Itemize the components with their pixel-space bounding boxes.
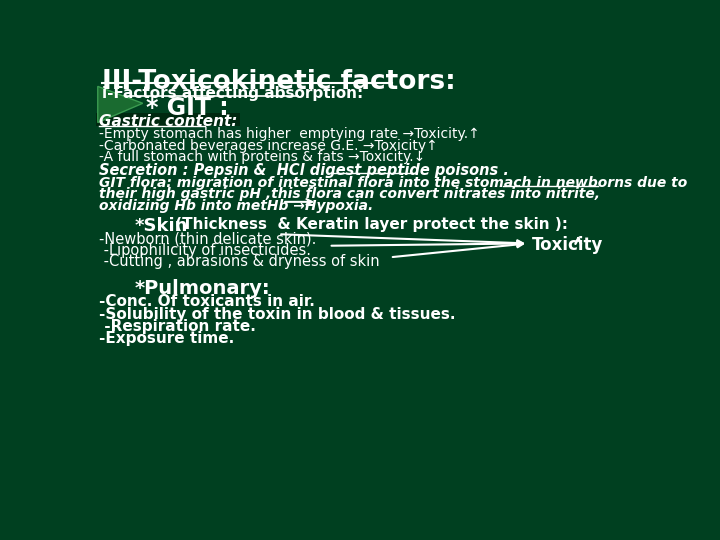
Text: -Exposure time.: -Exposure time.	[99, 331, 235, 346]
Text: (Thickness  & Keratin layer protect the skin ):: (Thickness & Keratin layer protect the s…	[170, 217, 568, 232]
Text: Toxicity: Toxicity	[532, 236, 603, 254]
Text: -Empty stomach has higher  emptying rate →Toxicity.↑: -Empty stomach has higher emptying rate …	[99, 127, 480, 141]
Text: -Solubility of the toxin in blood & tissues.: -Solubility of the toxin in blood & tiss…	[99, 307, 456, 322]
Text: Secretion : Pepsin &  HCl digest peptide poisons .: Secretion : Pepsin & HCl digest peptide …	[99, 164, 509, 178]
Text: *Skin: *Skin	[135, 217, 189, 235]
Text: i-Factors affecting absorption:: i-Factors affecting absorption:	[102, 85, 363, 100]
Text: * GIT :: * GIT :	[145, 96, 228, 119]
Text: -Conc. Of toxicants in air.: -Conc. Of toxicants in air.	[99, 294, 315, 309]
Text: *Pulmonary:: *Pulmonary:	[135, 279, 271, 298]
Text: -Newborn (thin delicate skin).: -Newborn (thin delicate skin).	[99, 231, 317, 246]
Text: oxidizing Hb into metHb →Hypoxia.: oxidizing Hb into metHb →Hypoxia.	[99, 199, 374, 213]
Text: -Respiration rate.: -Respiration rate.	[99, 319, 256, 334]
Text: -Cutting , abrasions & dryness of skin: -Cutting , abrasions & dryness of skin	[99, 254, 380, 269]
Text: III-Toxicokinetic factors:: III-Toxicokinetic factors:	[102, 69, 455, 94]
Text: -A full stomach with proteins & fats →Toxicity.↓: -A full stomach with proteins & fats →To…	[99, 150, 426, 164]
Text: -Lipophilicity of insecticides.: -Lipophilicity of insecticides.	[99, 242, 311, 258]
Text: GIT flora: migration of intestinal flora into the stomach in newborns due to: GIT flora: migration of intestinal flora…	[99, 176, 688, 190]
Text: their high gastric pH ,this flora can convert nitrates into nitrite,: their high gastric pH ,this flora can co…	[99, 187, 600, 201]
Text: -Carbonated beverages increase G.E. →Toxicity↑: -Carbonated beverages increase G.E. →Tox…	[99, 139, 438, 153]
FancyBboxPatch shape	[96, 113, 240, 126]
Polygon shape	[98, 86, 143, 123]
Text: Gastric content:: Gastric content:	[99, 114, 238, 129]
